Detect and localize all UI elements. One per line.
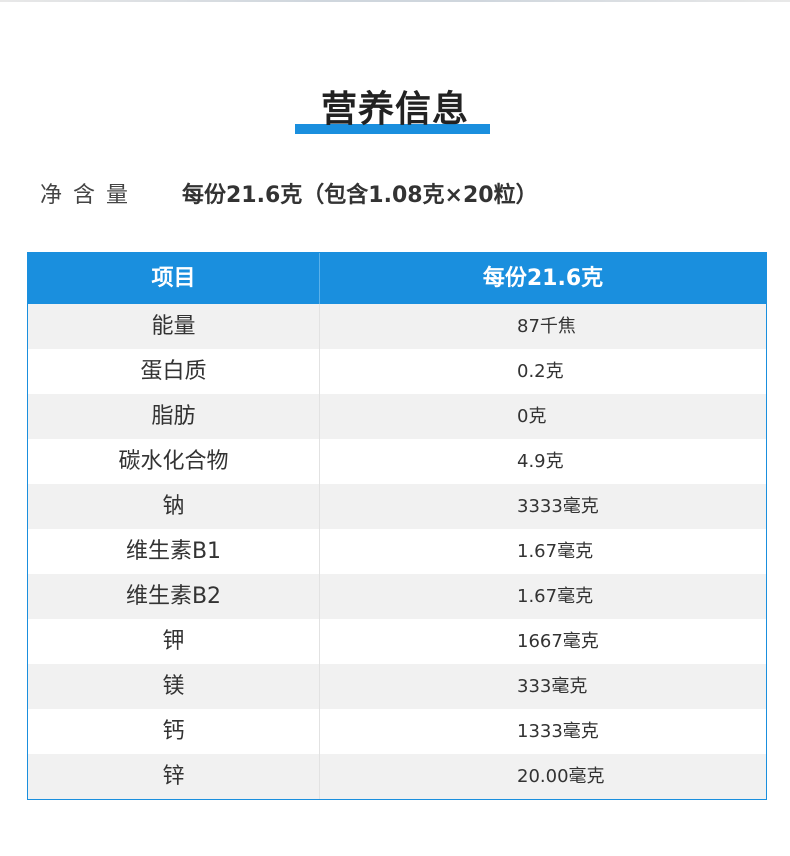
net-content-value: 每份21.6克（包含1.08克×20粒） bbox=[182, 183, 538, 208]
table-header: 项目 每份21.6克 bbox=[28, 253, 766, 304]
heading-underline bbox=[295, 124, 490, 134]
row-item: 锌 bbox=[28, 754, 320, 799]
table-row: 钙 1333毫克 bbox=[28, 709, 766, 754]
nutrition-table: 项目 每份21.6克 能量 87千焦 蛋白质 0.2克 脂肪 0克 碳水化合物 … bbox=[27, 252, 767, 800]
row-item: 能量 bbox=[28, 304, 320, 349]
row-item: 钠 bbox=[28, 484, 320, 529]
page-title: 营养信息 bbox=[320, 89, 469, 130]
table-row: 锌 20.00毫克 bbox=[28, 754, 766, 799]
row-item: 镁 bbox=[28, 664, 320, 709]
table-row: 钠 3333毫克 bbox=[28, 484, 766, 529]
net-content-label: 净含量 bbox=[40, 183, 140, 208]
table-row: 维生素B2 1.67毫克 bbox=[28, 574, 766, 619]
row-value: 1667毫克 bbox=[517, 631, 599, 652]
table-row: 维生素B1 1.67毫克 bbox=[28, 529, 766, 574]
row-value: 0克 bbox=[517, 406, 547, 427]
header-per-serving: 每份21.6克 bbox=[482, 266, 604, 291]
row-value: 1333毫克 bbox=[517, 721, 599, 742]
section-heading: 营养信息 bbox=[0, 88, 790, 138]
row-item: 蛋白质 bbox=[28, 349, 320, 394]
row-item: 钾 bbox=[28, 619, 320, 664]
header-item: 项目 bbox=[28, 253, 320, 304]
net-content-row: 净含量 每份21.6克（包含1.08克×20粒） bbox=[40, 180, 538, 212]
table-row: 镁 333毫克 bbox=[28, 664, 766, 709]
table-row: 钾 1667毫克 bbox=[28, 619, 766, 664]
table-row: 脂肪 0克 bbox=[28, 394, 766, 439]
row-item: 钙 bbox=[28, 709, 320, 754]
row-value: 0.2克 bbox=[517, 361, 564, 382]
row-item: 碳水化合物 bbox=[28, 439, 320, 484]
table-row: 碳水化合物 4.9克 bbox=[28, 439, 766, 484]
row-value: 1.67毫克 bbox=[517, 541, 594, 562]
row-value: 1.67毫克 bbox=[517, 586, 594, 607]
row-value: 3333毫克 bbox=[517, 496, 599, 517]
row-value: 4.9克 bbox=[517, 451, 564, 472]
row-value: 87千焦 bbox=[517, 316, 576, 337]
row-value: 20.00毫克 bbox=[517, 766, 605, 787]
row-item: 维生素B1 bbox=[28, 529, 320, 574]
row-item: 维生素B2 bbox=[28, 574, 320, 619]
row-value: 333毫克 bbox=[517, 676, 588, 697]
table-row: 能量 87千焦 bbox=[28, 304, 766, 349]
top-divider bbox=[0, 0, 790, 2]
table-row: 蛋白质 0.2克 bbox=[28, 349, 766, 394]
row-item: 脂肪 bbox=[28, 394, 320, 439]
